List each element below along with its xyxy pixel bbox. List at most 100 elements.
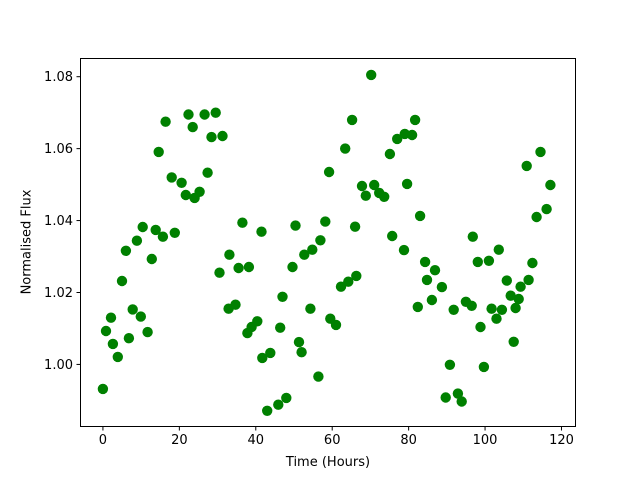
data-point	[230, 299, 241, 310]
data-point	[491, 313, 502, 324]
data-point	[343, 276, 354, 287]
data-point	[262, 405, 273, 416]
x-tick-label: 60	[324, 433, 341, 448]
data-point	[315, 235, 326, 246]
data-point	[366, 69, 377, 81]
data-point	[142, 326, 153, 338]
data-point	[293, 336, 305, 348]
data-point	[545, 179, 556, 191]
data-point	[123, 333, 135, 344]
data-point	[273, 399, 284, 410]
data-point	[535, 146, 546, 158]
data-point	[384, 148, 396, 160]
data-point	[501, 275, 512, 286]
y-tick-label: 1.04	[44, 214, 73, 229]
data-point	[137, 221, 148, 233]
data-point	[478, 361, 490, 373]
x-tick-label: 0	[99, 433, 107, 448]
x-tick-label: 20	[171, 433, 188, 448]
data-point	[330, 319, 342, 331]
data-point	[508, 336, 519, 347]
data-point	[243, 261, 255, 273]
data-point	[146, 253, 157, 265]
data-point	[153, 146, 164, 158]
data-point	[277, 291, 288, 302]
data-point	[444, 359, 456, 370]
y-tick-label: 1.00	[44, 358, 73, 373]
data-point	[531, 211, 542, 223]
x-tick-label: 100	[473, 433, 498, 448]
data-point	[107, 338, 119, 350]
data-point	[527, 257, 538, 269]
data-point	[252, 316, 263, 327]
data-point	[346, 114, 358, 126]
data-point	[510, 302, 521, 314]
data-point	[414, 210, 426, 222]
data-point	[369, 179, 380, 191]
data-point	[493, 244, 504, 255]
data-point	[265, 347, 276, 359]
data-point	[187, 121, 198, 133]
y-tick-label: 1.08	[44, 70, 73, 85]
data-point	[120, 245, 132, 256]
data-point	[429, 265, 441, 276]
data-point	[135, 311, 146, 322]
data-point	[452, 388, 464, 399]
data-point	[105, 312, 117, 323]
x-tick-label: 80	[400, 433, 417, 448]
data-point	[307, 244, 318, 255]
data-point	[116, 275, 128, 287]
data-point	[257, 352, 268, 364]
x-tick-label: 40	[248, 433, 265, 448]
data-point	[356, 180, 368, 192]
data-point	[406, 129, 418, 141]
data-point	[360, 190, 371, 201]
data-point	[256, 226, 267, 237]
data-point	[169, 227, 180, 238]
data-point	[483, 255, 495, 266]
data-point	[210, 107, 221, 118]
data-point	[206, 131, 217, 143]
data-point	[112, 351, 124, 363]
data-point	[486, 303, 497, 314]
data-point	[379, 191, 390, 202]
data-point	[448, 304, 459, 315]
data-point	[202, 167, 213, 178]
data-point	[351, 270, 362, 282]
x-axis-label: Time (Hours)	[285, 455, 371, 470]
data-point	[233, 262, 244, 274]
data-point	[214, 267, 225, 278]
data-point	[157, 231, 169, 242]
data-point	[426, 294, 438, 306]
data-point	[299, 249, 310, 260]
data-point	[100, 325, 112, 337]
data-point	[521, 160, 532, 172]
data-point	[127, 304, 138, 315]
y-axis-label: Normalised Flux	[19, 189, 35, 295]
data-point	[166, 172, 177, 183]
data-point	[475, 321, 486, 333]
data-point	[305, 303, 316, 314]
data-point	[199, 109, 210, 120]
data-point	[194, 186, 205, 197]
data-point	[392, 133, 403, 145]
data-point	[180, 189, 191, 201]
x-tick-label: 120	[549, 433, 574, 448]
data-point	[440, 392, 451, 403]
data-point	[436, 281, 448, 293]
data-point	[296, 347, 307, 358]
data-point	[97, 383, 109, 395]
data-point	[275, 322, 286, 333]
data-point	[335, 281, 347, 292]
data-point	[412, 301, 423, 313]
data-point	[320, 216, 331, 227]
data-point	[523, 274, 534, 286]
data-point	[466, 300, 477, 311]
plot-spines	[80, 58, 576, 427]
y-tick-label: 1.02	[44, 286, 73, 301]
data-point	[467, 231, 478, 242]
data-point	[409, 114, 421, 126]
data-point	[398, 244, 410, 256]
